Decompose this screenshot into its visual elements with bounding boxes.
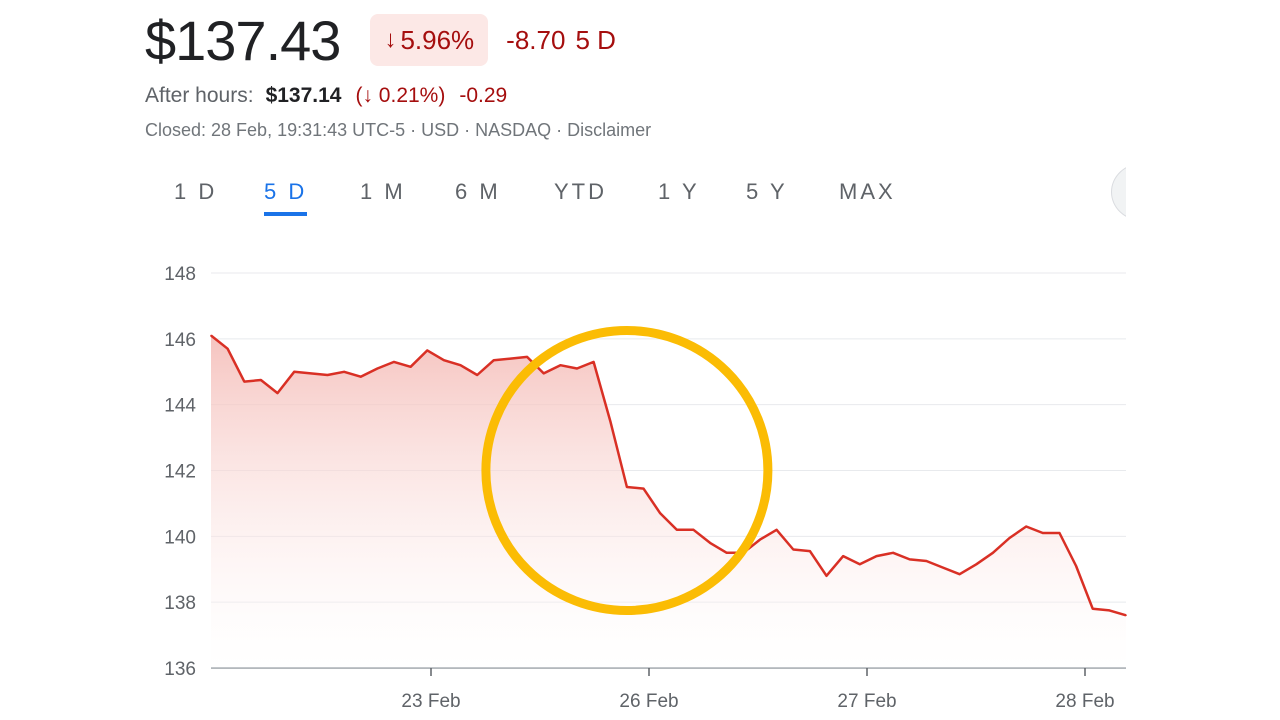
tab-max[interactable]: MAX xyxy=(839,179,896,204)
price-point xyxy=(875,555,878,557)
change-value: -8.70 xyxy=(506,24,566,55)
right-edge-mask xyxy=(1126,150,1280,230)
change-percent: 5.96% xyxy=(400,24,475,55)
x-tick-label: 27 Feb xyxy=(837,691,896,712)
price-point xyxy=(393,361,395,363)
price-point xyxy=(659,512,661,515)
absolute-change: -8.70 5 D xyxy=(506,25,616,56)
price-point xyxy=(925,560,928,562)
market-status: Closed: 28 Feb, 19:31:43 UTC-5 · USD · N… xyxy=(145,120,652,140)
y-axis: 136 138 140 142 144 146 148 xyxy=(164,264,196,680)
price-point xyxy=(1075,565,1077,567)
y-tick-label: 144 xyxy=(164,396,196,417)
price-point xyxy=(775,529,778,531)
price-point xyxy=(609,420,612,422)
price-point xyxy=(260,379,262,381)
y-tick-label: 136 xyxy=(164,659,196,680)
price-point xyxy=(709,542,711,544)
price-point xyxy=(975,563,978,566)
tab-6m[interactable]: 6 M xyxy=(455,179,501,204)
price-point xyxy=(642,487,645,490)
highlight-circle xyxy=(481,326,773,615)
after-hours-price: $137.14 xyxy=(265,84,342,107)
change-period: 5 D xyxy=(575,24,616,55)
price-point xyxy=(842,555,844,557)
price-point xyxy=(326,374,329,376)
y-tick-label: 140 xyxy=(164,527,196,548)
current-price: $137.43 xyxy=(145,8,341,72)
price-point xyxy=(1025,525,1027,528)
price-point xyxy=(243,380,246,383)
price-point xyxy=(509,357,512,360)
price-point xyxy=(759,538,761,541)
price-point xyxy=(792,548,795,551)
price-point xyxy=(376,367,379,370)
price-row: $137.43 ↓ 5.96% -8.70 5 D xyxy=(145,8,616,72)
price-point xyxy=(210,334,212,337)
y-tick-label: 146 xyxy=(164,330,196,351)
price-point xyxy=(493,359,495,362)
price-point xyxy=(1108,609,1111,612)
price-point xyxy=(559,364,562,367)
tab-ytd[interactable]: YTD xyxy=(554,179,607,204)
price-point xyxy=(1058,532,1061,534)
x-tick-label: 28 Feb xyxy=(1055,691,1114,712)
price-point xyxy=(459,364,462,367)
price-point xyxy=(942,566,944,569)
price-point xyxy=(676,529,678,531)
price-line xyxy=(210,334,1127,617)
tab-1m[interactable]: 1 M xyxy=(360,179,406,204)
price-point xyxy=(592,361,595,363)
price-point xyxy=(992,552,994,554)
y-tick-label: 148 xyxy=(164,264,196,285)
price-point xyxy=(443,359,445,362)
after-hours-change: -0.29 xyxy=(459,84,508,107)
price-point xyxy=(476,374,479,376)
price-point xyxy=(359,375,362,378)
price-point xyxy=(908,558,911,561)
price-point xyxy=(725,552,728,554)
after-hours-row: After hours: $137.14 (↓ 0.21%) -0.29 xyxy=(145,84,507,108)
price-point xyxy=(892,552,894,554)
price-point xyxy=(526,356,528,358)
price-point xyxy=(1042,532,1044,534)
price-point xyxy=(226,347,229,350)
after-hours-label: After hours: xyxy=(145,84,254,107)
x-axis: 23 Feb 26 Feb 27 Feb 28 Feb xyxy=(401,668,1115,712)
tab-1y[interactable]: 1 Y xyxy=(658,179,700,204)
price-point xyxy=(426,349,429,352)
tab-5y[interactable]: 5 Y xyxy=(746,179,788,204)
x-tick-label: 23 Feb xyxy=(401,691,460,712)
after-hours-percent: (↓ 0.21%) xyxy=(355,84,446,107)
price-point xyxy=(1125,614,1127,617)
price-point xyxy=(276,392,279,394)
price-point xyxy=(859,563,861,566)
price-point xyxy=(293,371,296,373)
price-point xyxy=(409,366,412,368)
change-badge: ↓ 5.96% xyxy=(370,14,489,66)
y-tick-label: 142 xyxy=(164,462,196,483)
tab-5d[interactable]: 5 D xyxy=(264,176,308,216)
price-point xyxy=(958,573,961,575)
x-tick-label: 26 Feb xyxy=(619,691,678,712)
down-arrow-icon: ↓ xyxy=(384,26,397,53)
price-point xyxy=(626,486,628,488)
y-tick-label: 138 xyxy=(164,593,196,614)
price-point xyxy=(343,371,345,373)
price-point xyxy=(1008,537,1011,539)
price-point xyxy=(542,372,545,375)
tab-1d[interactable]: 1 D xyxy=(174,179,218,204)
price-point xyxy=(825,575,828,577)
price-point xyxy=(576,367,578,370)
price-point xyxy=(692,529,695,531)
price-area xyxy=(211,335,1126,668)
price-point xyxy=(1091,607,1094,610)
price-point xyxy=(809,550,811,552)
price-point xyxy=(310,372,312,375)
